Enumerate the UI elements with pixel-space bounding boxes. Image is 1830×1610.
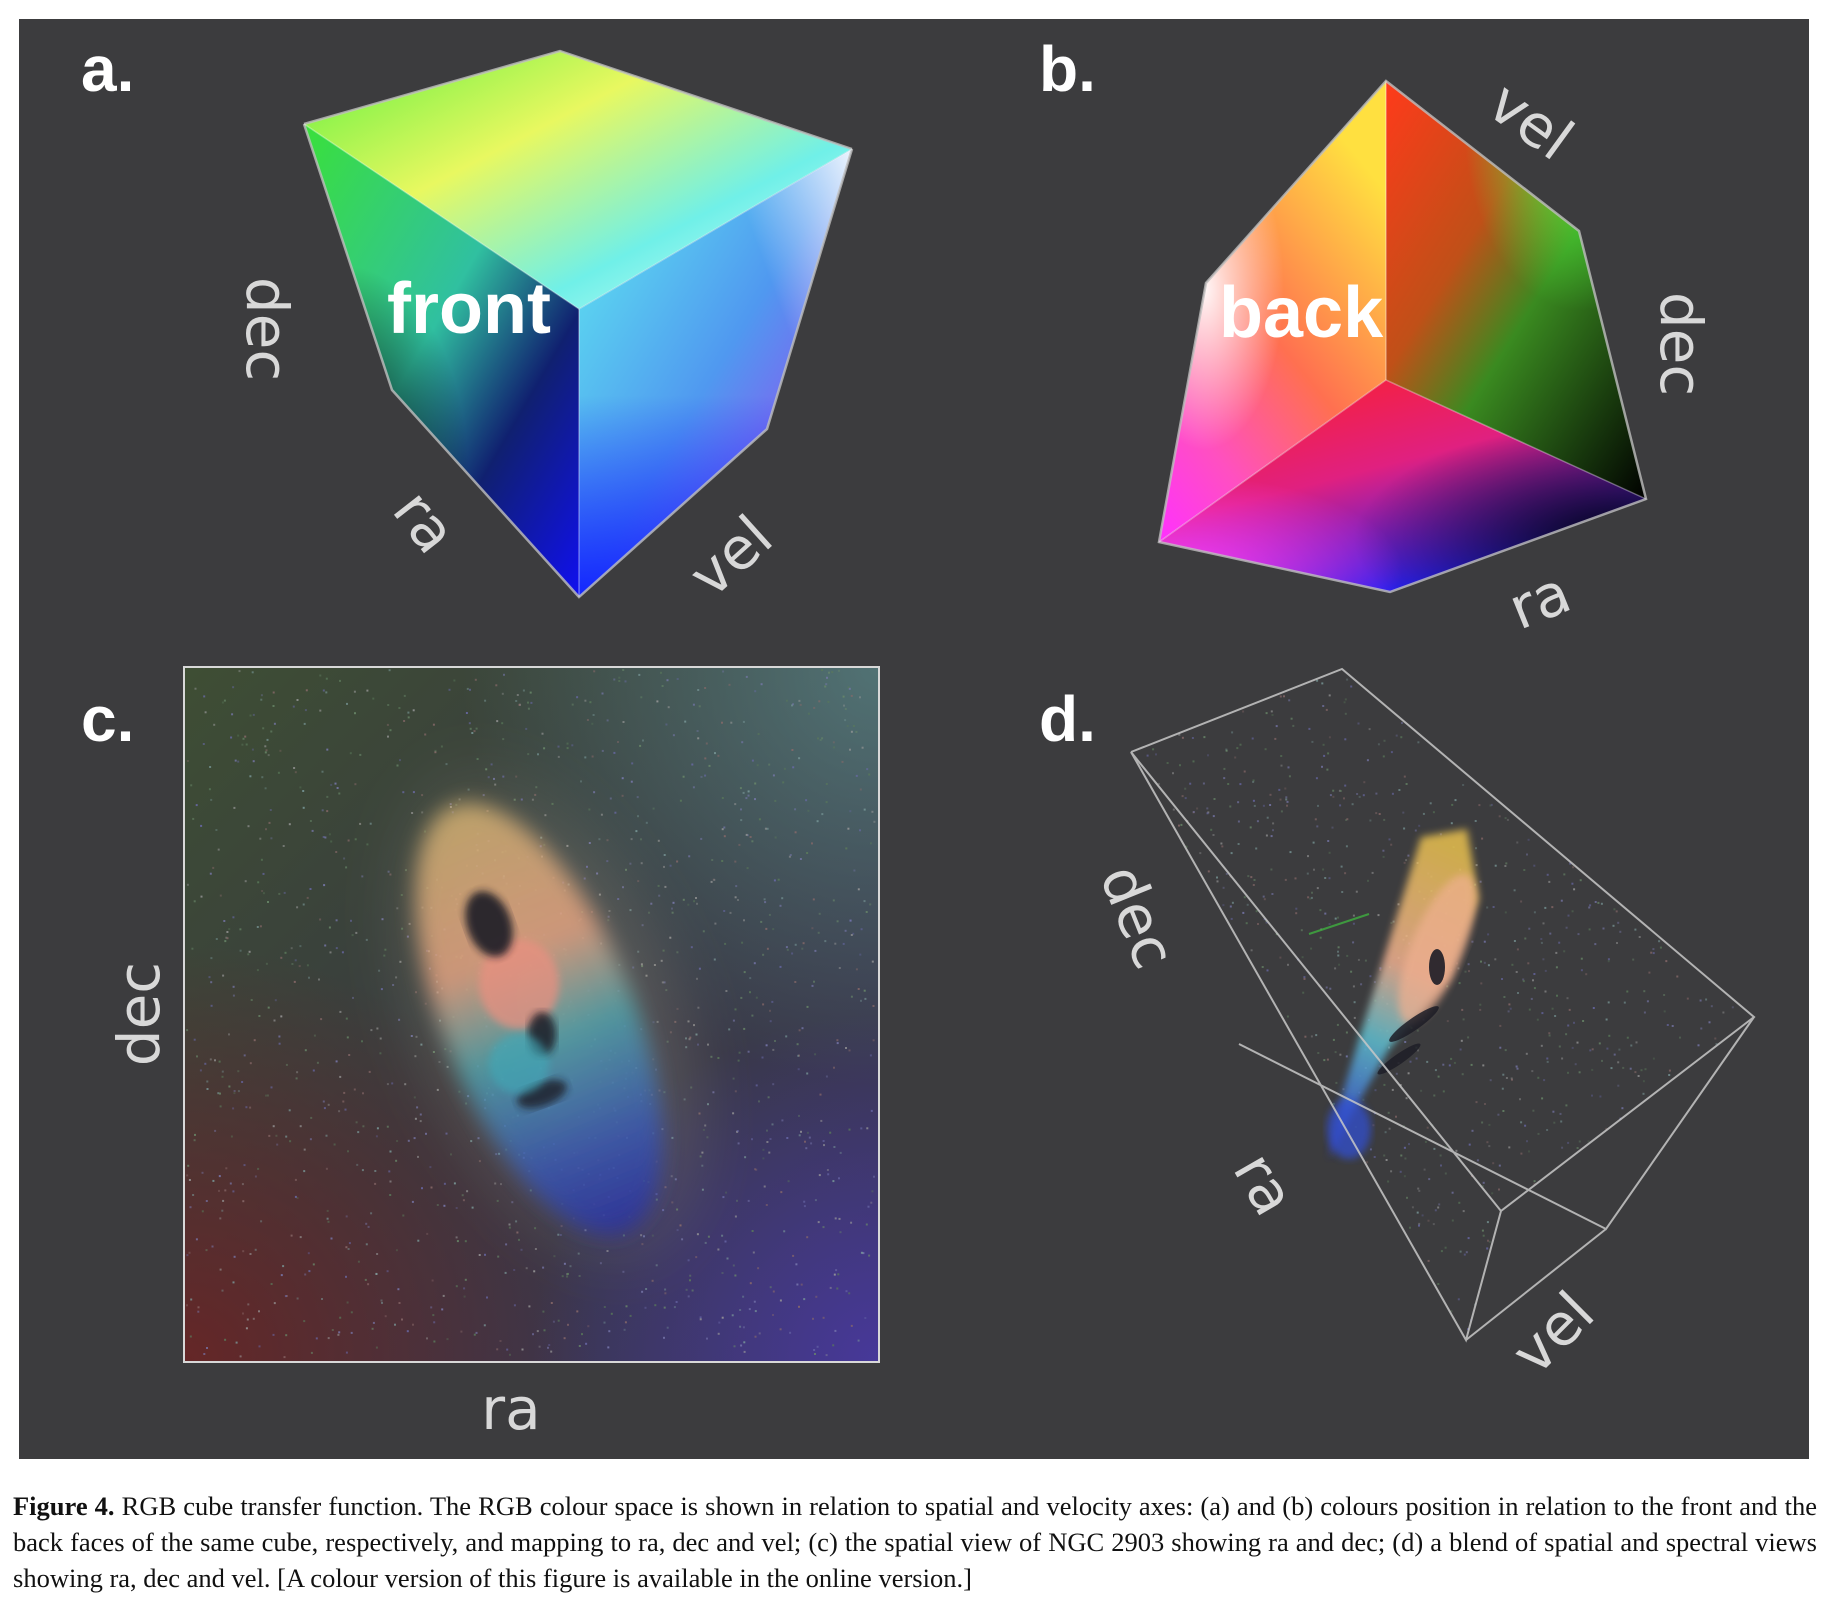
panel-c-label: c. bbox=[81, 683, 134, 755]
galaxy-ngc2903-spatial bbox=[365, 738, 733, 1290]
caption-figure-label: Figure 4. bbox=[13, 1491, 115, 1521]
panel-a: a. front dec ra vel bbox=[81, 33, 854, 610]
panel-b-dec-label: dec bbox=[1647, 292, 1715, 396]
figure-panel: a. front dec ra vel b. back vel dec ra bbox=[19, 19, 1809, 1459]
panel-a-ra-label: ra bbox=[380, 477, 470, 566]
galaxy-ngc2903-blend bbox=[1308, 829, 1479, 1159]
panel-a-label: a. bbox=[81, 33, 134, 105]
panel-d-vel-label: vel bbox=[1498, 1278, 1607, 1387]
panel-a-face-label: front bbox=[387, 269, 551, 349]
panel-c: c. dec ra bbox=[81, 666, 880, 1443]
panel-b: b. back vel dec ra bbox=[1039, 33, 1715, 643]
panel-b-ra-label: ra bbox=[1499, 558, 1580, 643]
panel-a-dec-label: dec bbox=[233, 277, 301, 381]
panel-d-dec-label: dec bbox=[1086, 855, 1188, 977]
panel-d: d. dec ra vel bbox=[1039, 667, 1756, 1387]
blend-view-box-wireframe bbox=[1130, 667, 1756, 1343]
panel-b-label: b. bbox=[1039, 33, 1096, 105]
panel-d-ra-label: ra bbox=[1220, 1141, 1309, 1226]
panel-b-vel-label: vel bbox=[1476, 68, 1586, 174]
panel-a-vel-label: vel bbox=[676, 502, 786, 610]
figure-caption: Figure 4. RGB cube transfer function. Th… bbox=[13, 1488, 1817, 1596]
figure-svg: a. front dec ra vel b. back vel dec ra bbox=[81, 33, 1756, 1443]
panel-b-face-label: back bbox=[1219, 273, 1384, 353]
panel-c-dec-label: dec bbox=[105, 962, 173, 1066]
panel-d-label: d. bbox=[1039, 683, 1096, 755]
panel-c-ra-label: ra bbox=[481, 1375, 540, 1443]
blend-view-noise bbox=[1146, 678, 1734, 1331]
caption-text: RGB cube transfer function. The RGB colo… bbox=[13, 1491, 1817, 1593]
